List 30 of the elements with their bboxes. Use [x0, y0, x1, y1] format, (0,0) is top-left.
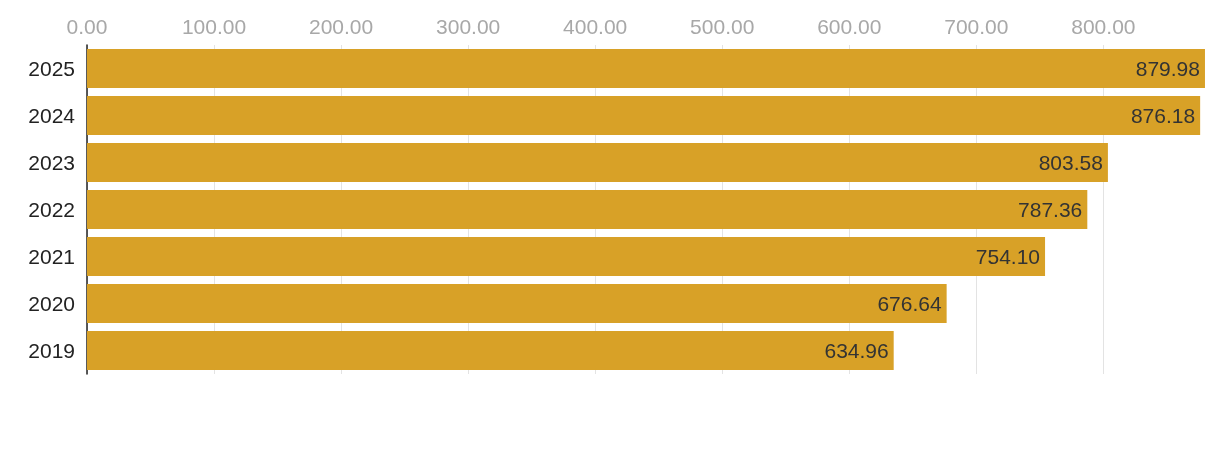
data-label: 879.98 [1135, 57, 1200, 80]
x-tick-label: 300.00 [436, 15, 501, 38]
bar [87, 96, 1201, 136]
data-label: 676.64 [877, 292, 942, 315]
y-tick-label: 2023 [28, 151, 75, 174]
y-tick-label: 2022 [28, 198, 75, 221]
y-tick-label: 2020 [28, 292, 75, 315]
x-tick-label: 0.00 [66, 15, 108, 38]
data-label: 634.96 [824, 339, 889, 362]
y-tick-label: 2025 [28, 57, 75, 80]
x-tick-label: 800.00 [1071, 15, 1136, 38]
x-tick-label: 200.00 [308, 15, 374, 38]
x-tick-label: 500.00 [690, 15, 755, 38]
bar [87, 237, 1046, 277]
bar [87, 49, 1205, 89]
bar [87, 331, 894, 371]
bar [87, 190, 1088, 230]
data-label: 754.10 [975, 245, 1041, 268]
x-tick-label: 100.00 [181, 15, 247, 38]
data-label: 876.18 [1130, 104, 1196, 127]
data-label: 787.36 [1018, 198, 1083, 221]
y-tick-label: 2021 [28, 245, 75, 268]
data-label: 803.58 [1038, 151, 1103, 174]
y-tick-label: 2019 [28, 339, 75, 362]
bar [87, 143, 1108, 183]
bar [87, 284, 947, 324]
x-tick-label: 700.00 [944, 15, 1009, 38]
y-tick-label: 2024 [28, 104, 76, 127]
x-tick-label: 600.00 [817, 15, 882, 38]
x-tick-label: 400.00 [563, 15, 628, 38]
